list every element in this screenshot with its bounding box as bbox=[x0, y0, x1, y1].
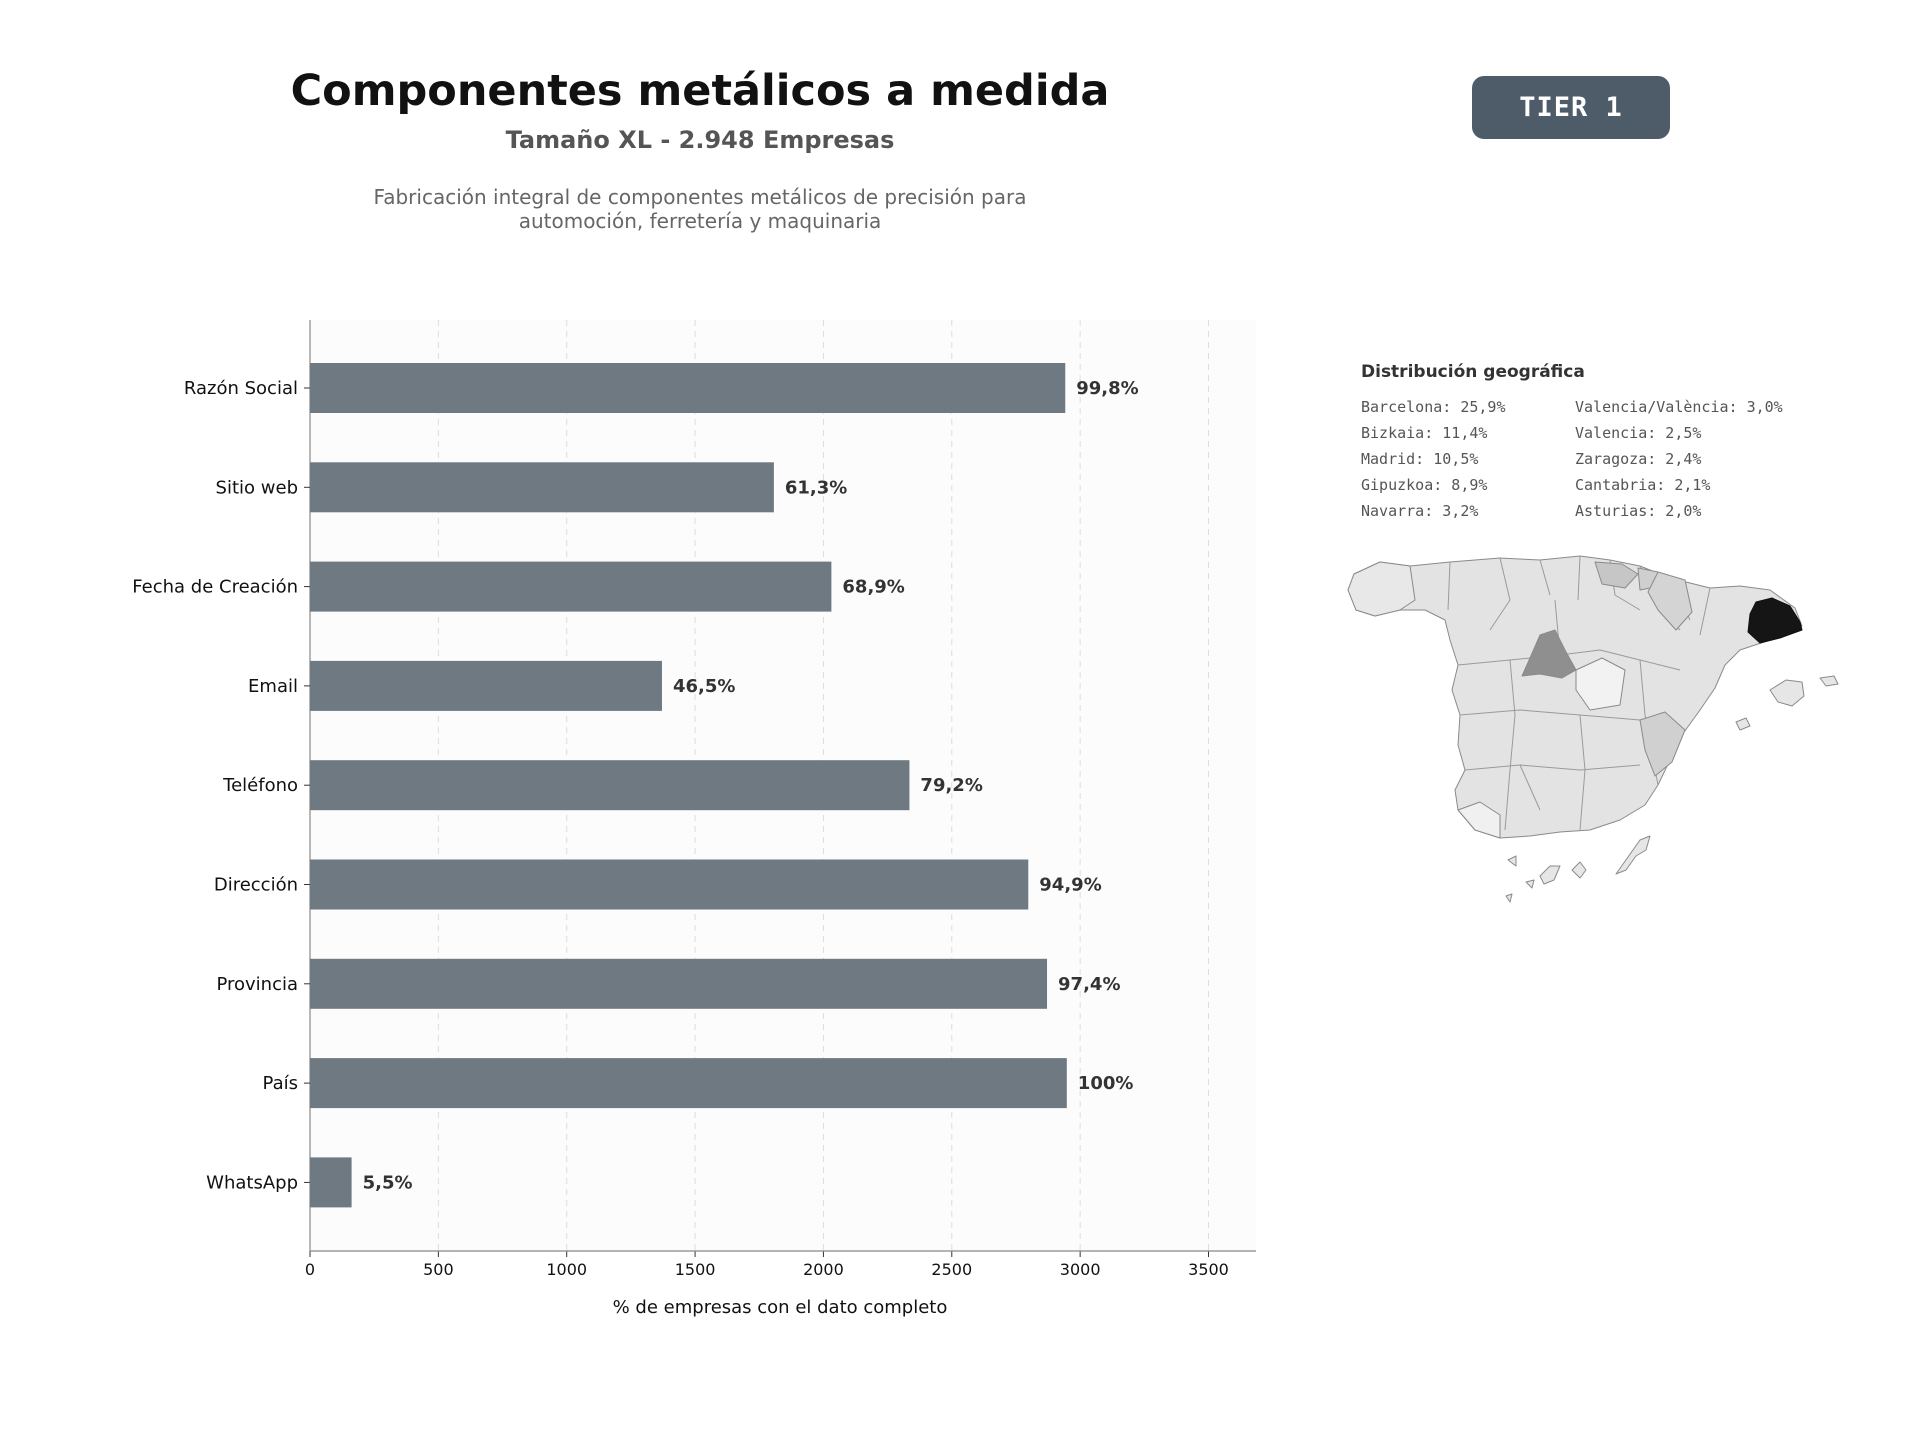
tier-badge: TIER 1 bbox=[1472, 76, 1670, 139]
category-label: Fecha de Creación bbox=[132, 577, 298, 598]
x-axis-label: % de empresas con el dato completo bbox=[613, 1297, 948, 1318]
geo-item: Valencia: 2,5% bbox=[1575, 424, 1702, 442]
category-label: País bbox=[263, 1073, 298, 1094]
category-label: Provincia bbox=[216, 974, 298, 995]
x-tick-label: 3000 bbox=[1060, 1260, 1101, 1279]
canary-islands bbox=[1505, 835, 1651, 903]
geo-item: Asturias: 2,0% bbox=[1575, 502, 1702, 520]
data-label: 94,9% bbox=[1039, 875, 1101, 896]
category-label: Razón Social bbox=[184, 378, 298, 399]
category-label: Sitio web bbox=[216, 477, 298, 498]
province-madrid bbox=[1521, 629, 1577, 679]
bar bbox=[310, 363, 1066, 413]
bar-chart: 0 500 1000 1500 2000 2500 3000 3500 Razón Social… bbox=[132, 320, 1256, 1318]
category-label: WhatsApp bbox=[206, 1172, 298, 1193]
bar bbox=[310, 1058, 1067, 1109]
geo-item: Gipuzkoa: 8,9% bbox=[1361, 476, 1488, 494]
geo-item: Zaragoza: 2,4% bbox=[1575, 450, 1702, 468]
x-tick-label: 1500 bbox=[675, 1260, 716, 1279]
description: Fabricación integral de componentes metá… bbox=[340, 185, 1060, 233]
bar bbox=[310, 660, 662, 711]
spain-province-map bbox=[1347, 555, 1839, 903]
geo-item: Madrid: 10,5% bbox=[1361, 450, 1479, 468]
balearic-ibiza bbox=[1735, 717, 1751, 731]
x-tick-label: 0 bbox=[305, 1260, 315, 1279]
x-tick-label: 500 bbox=[423, 1260, 454, 1279]
geo-item: Valencia/València: 3,0% bbox=[1575, 398, 1783, 416]
bar bbox=[310, 1157, 352, 1208]
province-barcelona bbox=[1747, 597, 1803, 644]
geo-distribution-list: Barcelona: 25,9% Valencia/València: 3,0%… bbox=[1361, 398, 1821, 520]
geo-title: Distribución geográfica bbox=[1361, 362, 1585, 382]
bar bbox=[310, 561, 832, 612]
category-label: Dirección bbox=[214, 875, 298, 896]
province-valencia bbox=[1639, 711, 1686, 777]
province-bizkaia bbox=[1594, 561, 1639, 589]
province-navarra bbox=[1647, 571, 1693, 631]
x-tick-label: 3500 bbox=[1188, 1260, 1229, 1279]
data-label: 79,2% bbox=[920, 775, 982, 796]
bar bbox=[310, 859, 1029, 910]
category-label: Teléfono bbox=[222, 775, 298, 796]
geo-item: Bizkaia: 11,4% bbox=[1361, 424, 1488, 442]
geo-item: Cantabria: 2,1% bbox=[1575, 476, 1711, 494]
x-tick-label: 2000 bbox=[803, 1260, 844, 1279]
mainland-outline bbox=[1347, 555, 1803, 839]
data-label: 68,9% bbox=[842, 577, 904, 598]
data-label: 61,3% bbox=[785, 477, 847, 498]
page-subtitle: Tamaño XL - 2.948 Empresas bbox=[505, 126, 895, 154]
data-label: 5,5% bbox=[363, 1172, 413, 1193]
bar bbox=[310, 958, 1048, 1009]
x-tick-label: 2500 bbox=[931, 1260, 972, 1279]
category-label: Email bbox=[248, 676, 298, 697]
geo-item: Navarra: 3,2% bbox=[1361, 502, 1479, 520]
geo-item: Barcelona: 25,9% bbox=[1361, 398, 1506, 416]
balearic-menorca bbox=[1819, 675, 1839, 687]
bar bbox=[310, 462, 774, 513]
data-label: 99,8% bbox=[1076, 378, 1138, 399]
x-tick-label: 1000 bbox=[546, 1260, 587, 1279]
data-label: 46,5% bbox=[673, 676, 735, 697]
bar bbox=[310, 760, 910, 811]
description-line-2: automoción, ferretería y maquinaria bbox=[518, 209, 882, 233]
province-light bbox=[1575, 657, 1626, 711]
balearic-mallorca bbox=[1769, 679, 1805, 707]
data-label: 97,4% bbox=[1058, 974, 1120, 995]
province-light bbox=[1457, 801, 1501, 839]
page-title: Componentes metálicos a medida bbox=[290, 66, 1110, 116]
province-galicia bbox=[1347, 561, 1416, 617]
description-line-1: Fabricación integral de componentes metá… bbox=[373, 185, 1027, 209]
data-label: 100% bbox=[1078, 1073, 1134, 1094]
